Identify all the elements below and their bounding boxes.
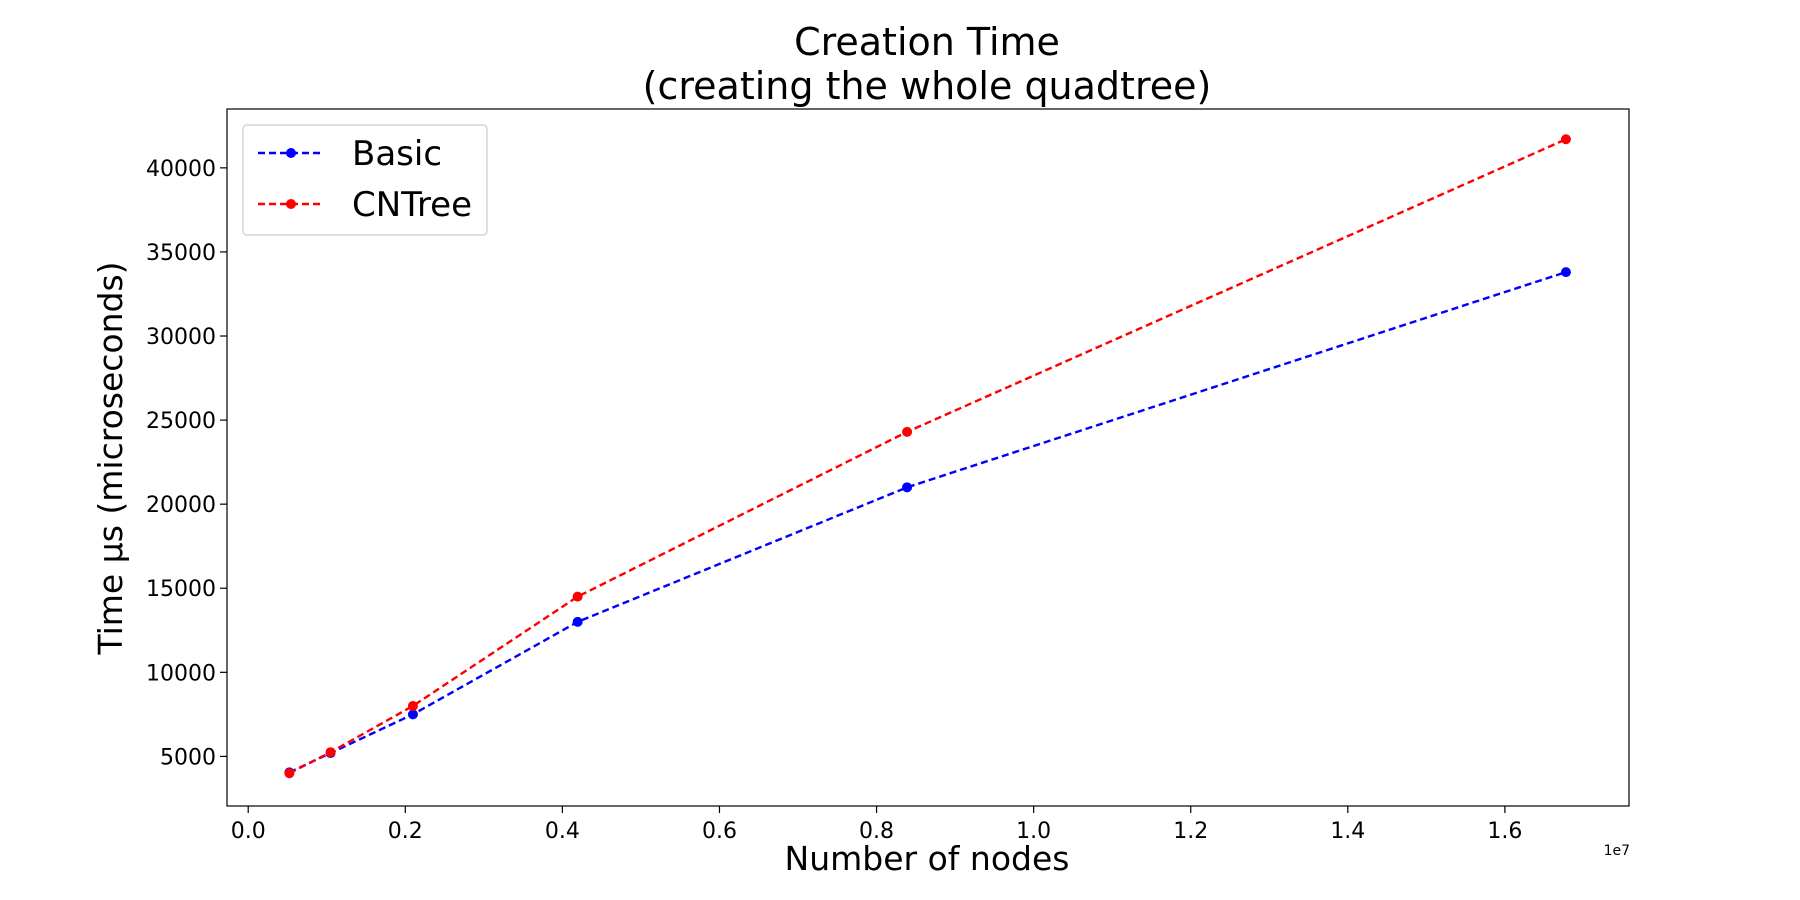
y-tick-label: 15000 <box>146 577 216 602</box>
y-axis-label: Time µs (microseconds) <box>91 261 130 655</box>
x-tick-label: 1.6 <box>1487 819 1522 844</box>
series-line-basic <box>288 270 1567 774</box>
data-point-cntree <box>407 700 418 711</box>
legend-marker-cntree <box>286 199 296 209</box>
x-axis: 0.0 0.2 0.4 0.6 0.8 1.0 1.2 1.4 1.6 <box>231 806 1522 844</box>
y-tick-label: 5000 <box>160 745 216 770</box>
x-tick-label: 1.0 <box>1016 819 1051 844</box>
data-point-cntree <box>284 768 295 779</box>
y-tick-label: 20000 <box>146 493 216 518</box>
x-tick-label: 1.2 <box>1173 819 1208 844</box>
y-tick-label: 10000 <box>146 661 216 686</box>
x-axis-offset-label: 1e7 <box>1604 843 1630 859</box>
data-point-basic <box>902 482 913 493</box>
data-point-cntree <box>325 747 336 758</box>
y-tick-label: 30000 <box>146 325 216 350</box>
x-tick-label: 0.4 <box>545 819 580 844</box>
y-tick-label: 40000 <box>146 157 216 182</box>
data-point-cntree <box>572 591 583 602</box>
x-tick-label: 0.6 <box>702 819 737 844</box>
plot-area <box>226 108 1630 807</box>
y-tick-label: 25000 <box>146 409 216 434</box>
x-tick-label: 0.8 <box>859 819 894 844</box>
chart-title: Creation Time <box>794 20 1060 64</box>
x-tick-label: 0.0 <box>231 819 266 844</box>
data-point-basic <box>1560 267 1571 278</box>
chart-subtitle: (creating the whole quadtree) <box>643 64 1212 108</box>
legend-marker-basic <box>286 148 296 158</box>
y-tick-label: 35000 <box>146 241 216 266</box>
series-layer <box>284 134 1571 779</box>
series-line-cntree <box>288 138 1567 775</box>
x-axis-label: Number of nodes <box>785 839 1070 878</box>
legend-label-cntree: CNTree <box>352 185 472 225</box>
legend: Basic CNTree <box>242 124 488 236</box>
data-point-basic <box>407 709 418 720</box>
x-tick-label: 1.4 <box>1330 819 1365 844</box>
y-axis: 5000 10000 15000 20000 25000 30000 35000 40000 <box>146 157 227 770</box>
x-tick-label: 0.2 <box>388 819 423 844</box>
data-point-cntree <box>902 426 913 437</box>
data-point-basic <box>572 616 583 627</box>
data-point-cntree <box>1560 134 1571 145</box>
legend-label-basic: Basic <box>352 134 442 174</box>
